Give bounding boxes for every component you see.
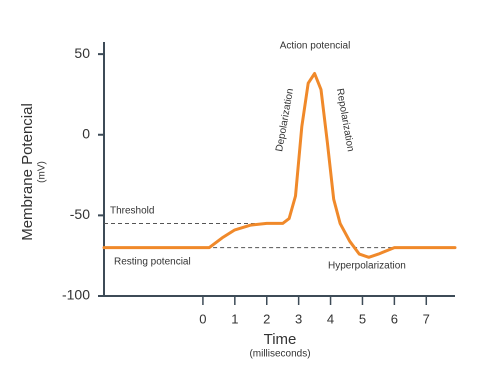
x-tick-label: 6 xyxy=(391,311,398,326)
x-tick-label: 0 xyxy=(199,311,206,326)
y-tick-label: 0 xyxy=(82,125,90,141)
x-axis-label: Time xyxy=(264,331,297,348)
y-tick-label: -100 xyxy=(62,287,90,303)
x-tick-label: 2 xyxy=(263,311,270,326)
x-tick-label: 3 xyxy=(295,311,302,326)
x-tick-label: 1 xyxy=(231,311,238,326)
y-axis-sublabel: (mV) xyxy=(37,161,48,183)
annotation: Depolarization xyxy=(274,88,296,153)
y-axis-label: Membrane Potencial xyxy=(19,103,36,241)
annotation: Resting potencial xyxy=(114,257,191,268)
y-tick-label: 50 xyxy=(74,45,90,61)
x-tick-label: 4 xyxy=(327,311,334,326)
annotation: Hyperpolarization xyxy=(328,261,406,272)
x-axis-sublabel: (milliseconds) xyxy=(249,349,310,360)
x-tick-label: 7 xyxy=(423,311,430,326)
data-line xyxy=(102,72,457,259)
annotation: Repolarization xyxy=(334,88,356,153)
y-tick-label: -50 xyxy=(70,206,90,222)
annotation: Action potencial xyxy=(280,41,351,52)
x-tick-label: 5 xyxy=(359,311,366,326)
annotation: Threshold xyxy=(110,206,154,217)
